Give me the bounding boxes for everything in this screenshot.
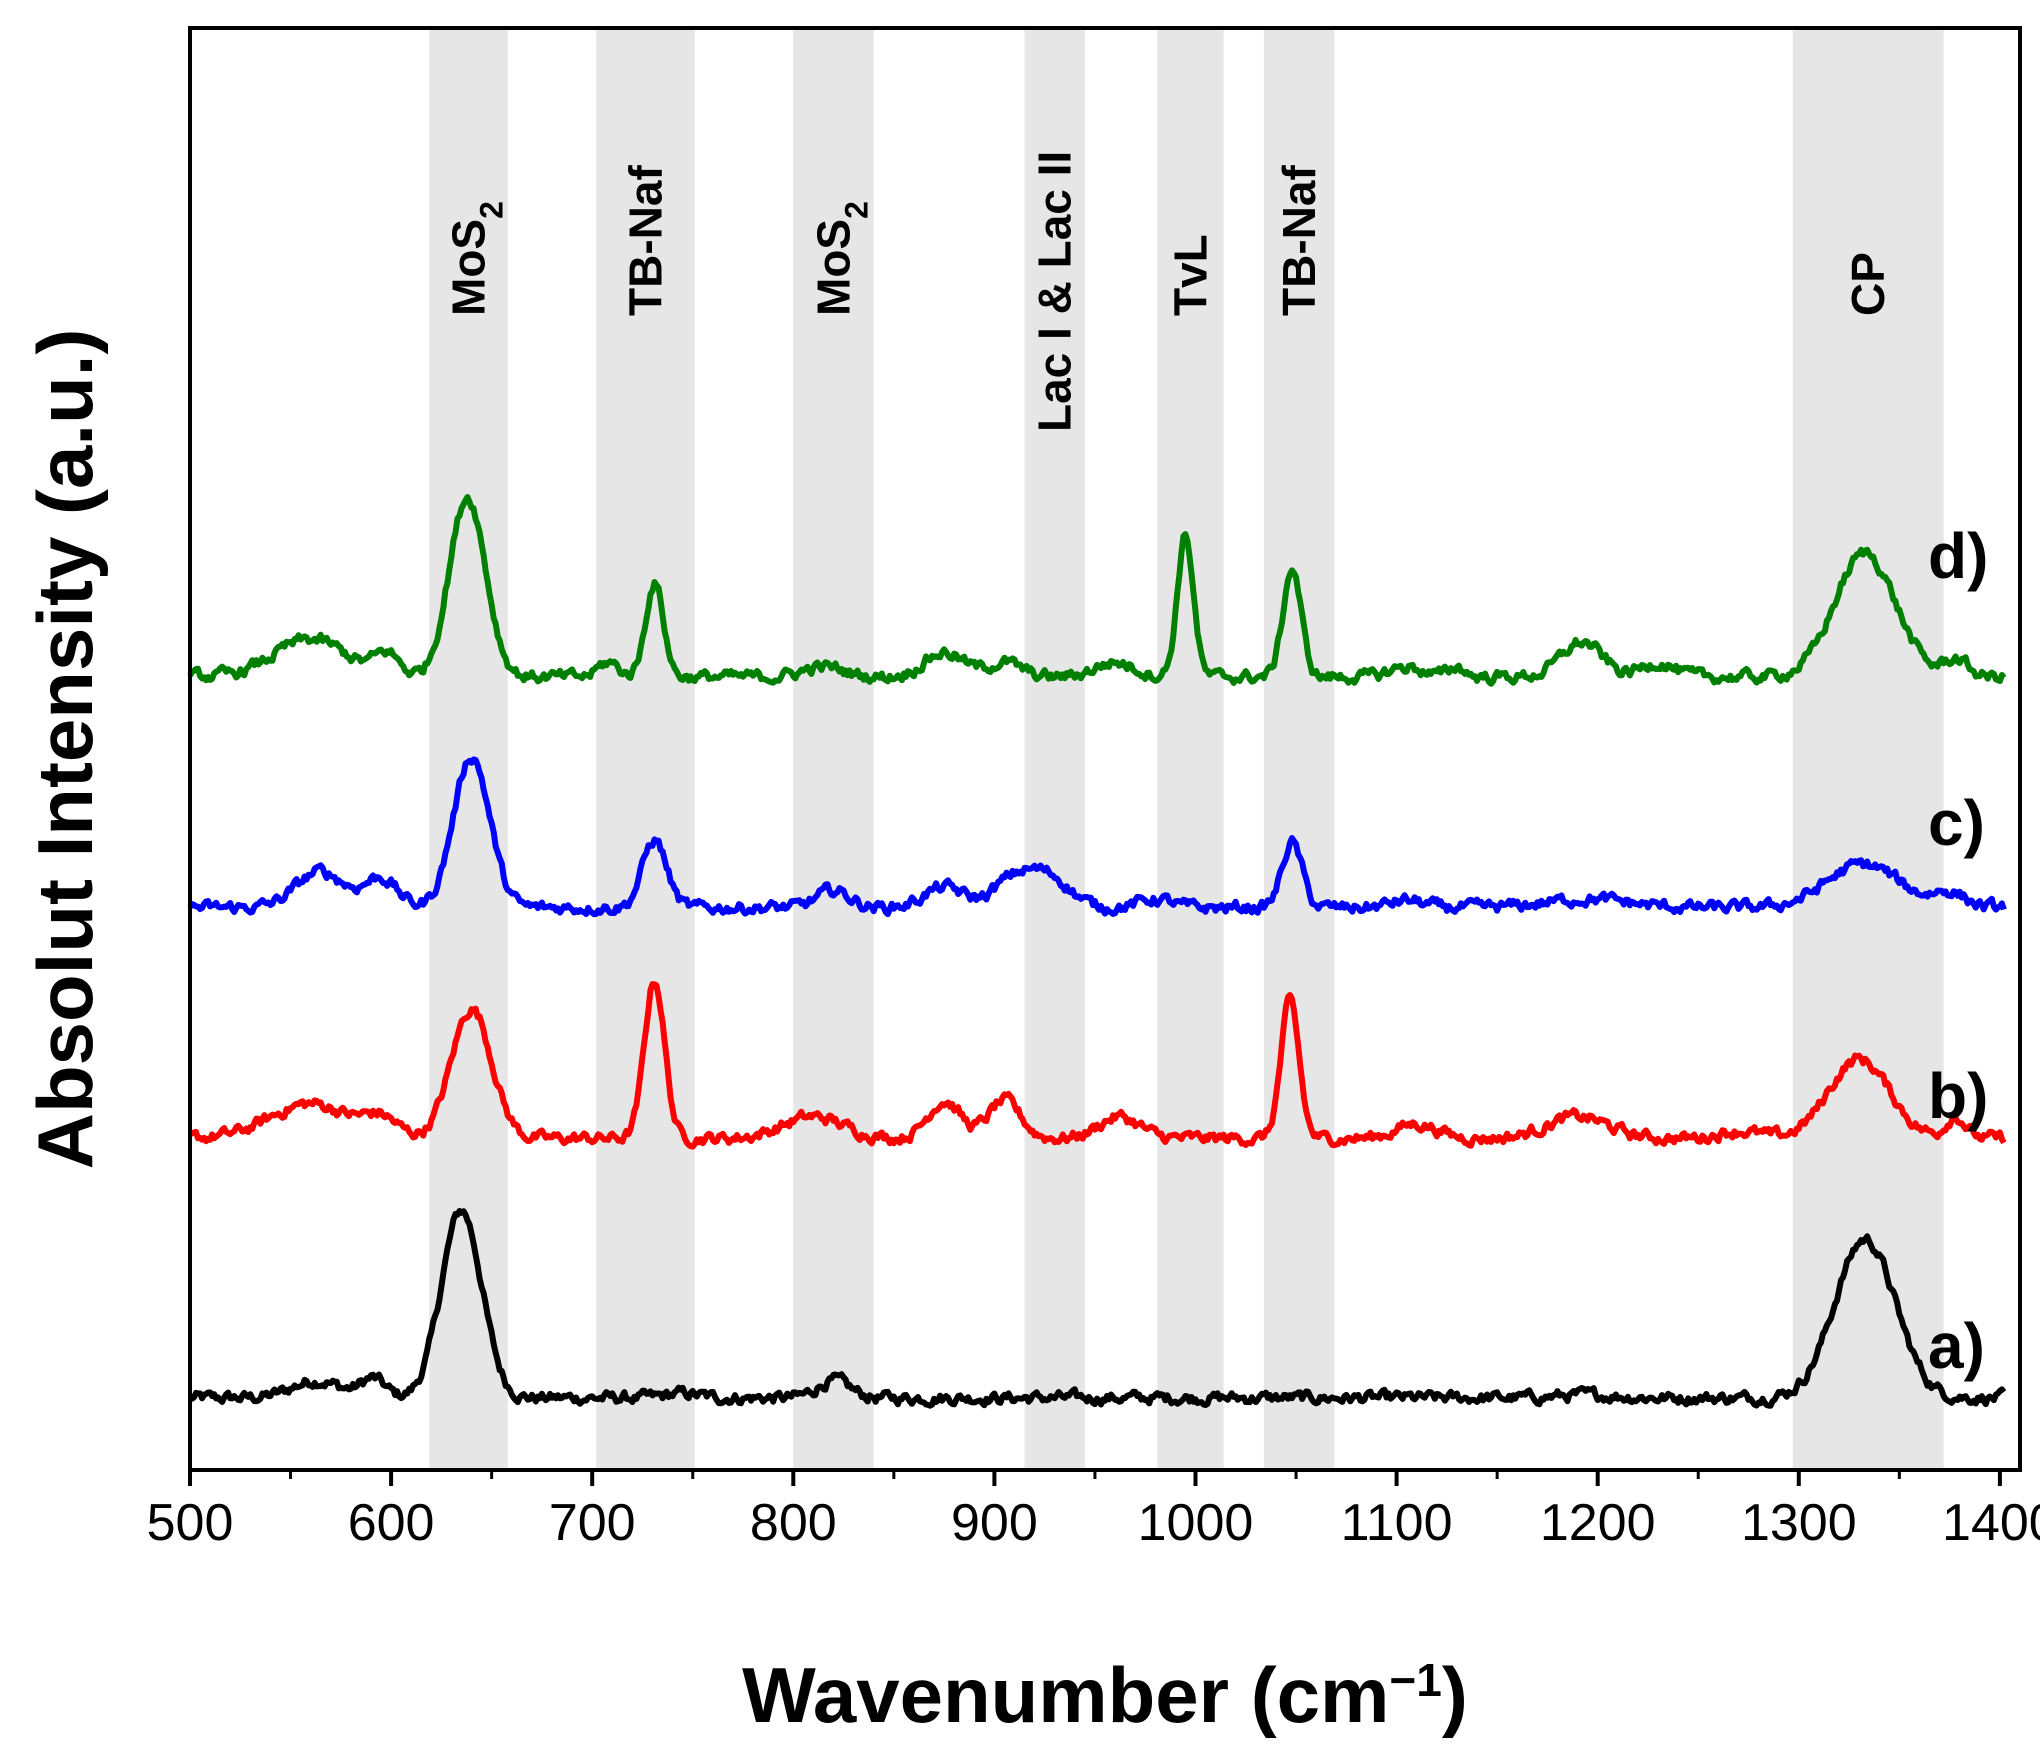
plot-frame bbox=[188, 26, 2022, 1472]
band-label-4: TvL bbox=[1164, 234, 1216, 316]
band-label-1: TB-Naf bbox=[619, 165, 671, 316]
band-label-5: TB-Naf bbox=[1273, 165, 1325, 316]
band-label-2: MoS2 bbox=[808, 201, 875, 316]
x-tick-label-1100: 1100 bbox=[1341, 1494, 1453, 1552]
x-tick-label-1200: 1200 bbox=[1540, 1494, 1656, 1552]
series-label-b: b) bbox=[1928, 1060, 1988, 1132]
band-4 bbox=[1157, 28, 1224, 1470]
band-2 bbox=[793, 28, 874, 1470]
series-line-c bbox=[187, 756, 2007, 918]
x-tick-label-700: 700 bbox=[549, 1494, 636, 1552]
band-label-6: CP bbox=[1842, 252, 1894, 316]
axes: 500 600 700 800 900 1000 1100 1200 1300 1400 bbox=[147, 26, 2040, 1552]
x-tick-label-900: 900 bbox=[951, 1494, 1038, 1552]
x-tick-label-1400: 1400 bbox=[1942, 1494, 2040, 1552]
series-line-a bbox=[187, 1208, 2007, 1409]
x-axis-title: Wavenumber (cm−1) bbox=[742, 1651, 1468, 1739]
x-tick-label-600: 600 bbox=[348, 1494, 435, 1552]
x-tick-label-800: 800 bbox=[750, 1494, 837, 1552]
series-line-d bbox=[187, 494, 2007, 687]
band-1 bbox=[596, 28, 695, 1470]
band-3 bbox=[1024, 28, 1085, 1470]
y-axis-title: Absolut Intensity (a.u.) bbox=[21, 329, 109, 1170]
spectra-lines bbox=[187, 494, 2007, 1409]
band-label-0: MoS2 bbox=[443, 201, 510, 316]
series-line-b bbox=[188, 981, 2007, 1150]
band-label-3: Lac I & Lac II bbox=[1029, 151, 1081, 432]
series-label-a: a) bbox=[1928, 1310, 1985, 1382]
series-label-c: c) bbox=[1928, 787, 1985, 859]
chart-labels: Wavenumber (cm−1) Absolut Intensity (a.u.… bbox=[21, 151, 1988, 1739]
band-5 bbox=[1263, 28, 1335, 1470]
band-6 bbox=[1792, 28, 1944, 1470]
x-tick-label-1000: 1000 bbox=[1138, 1494, 1254, 1552]
x-tick-label-1300: 1300 bbox=[1741, 1494, 1857, 1552]
series-label-d: d) bbox=[1928, 520, 1988, 592]
x-tick-label-500: 500 bbox=[147, 1494, 234, 1552]
highlight-bands bbox=[429, 28, 1944, 1470]
